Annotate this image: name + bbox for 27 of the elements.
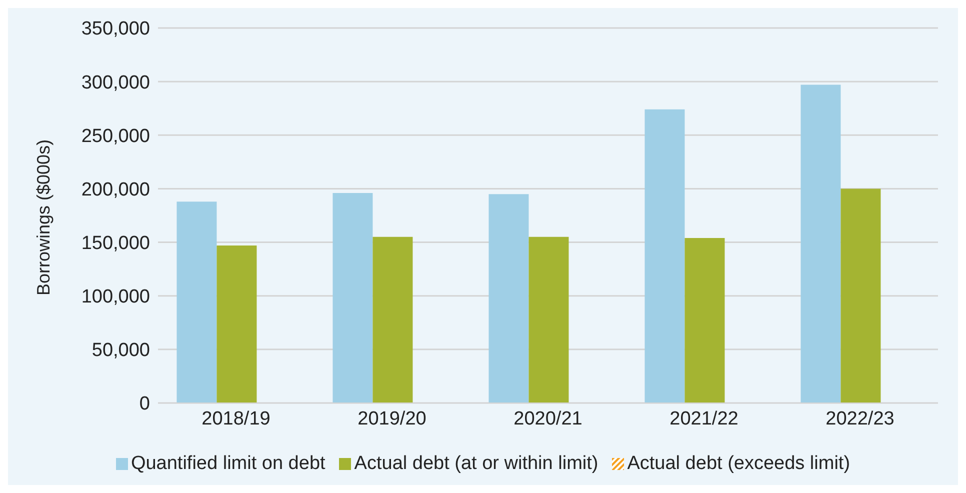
bar xyxy=(216,246,257,403)
bar xyxy=(176,202,217,403)
x-tick-label: 2021/22 xyxy=(670,408,738,430)
y-tick-label: 350,000 xyxy=(81,18,150,40)
bar xyxy=(488,194,529,403)
y-tick-label: 150,000 xyxy=(81,233,150,254)
legend-label: Actual debt (at or within limit) xyxy=(354,453,598,475)
y-tick-label: 300,000 xyxy=(81,72,150,94)
x-tick-label: 2022/23 xyxy=(826,408,894,430)
y-tick-label: 250,000 xyxy=(81,126,150,147)
legend-label: Quantified limit on debt xyxy=(130,453,326,475)
bar xyxy=(372,236,413,403)
bar xyxy=(332,193,373,403)
bar xyxy=(528,236,569,403)
y-tick-label: 100,000 xyxy=(81,286,150,308)
x-tick-label: 2019/20 xyxy=(358,408,426,430)
bar xyxy=(800,84,841,403)
y-axis-title: Borrowings ($000s) xyxy=(33,139,54,296)
bar xyxy=(684,238,725,403)
x-tick-label: 2018/19 xyxy=(202,408,270,430)
x-tick-label: 2020/21 xyxy=(514,408,582,430)
bar xyxy=(840,188,881,403)
bar xyxy=(644,109,685,403)
legend-label: Actual debt (exceeds limit) xyxy=(627,453,850,475)
y-tick-label: 0 xyxy=(139,394,150,415)
y-tick-label: 50,000 xyxy=(92,340,150,362)
y-tick-label: 200,000 xyxy=(81,179,150,200)
